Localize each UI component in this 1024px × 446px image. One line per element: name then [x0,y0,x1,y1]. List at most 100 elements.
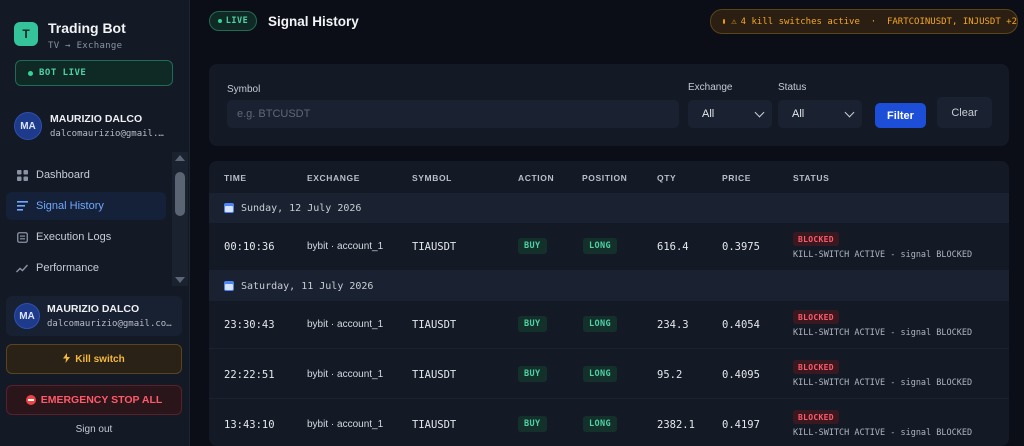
sidebar-item-signal-history[interactable]: Signal History [6,192,166,220]
column-header-exchange[interactable]: EXCHANGE [307,173,360,183]
exchange-select[interactable]: All [688,100,772,128]
symbol-input[interactable] [227,100,679,128]
cell-symbol: TIAUSDT [412,419,457,431]
user-profile[interactable]: MA MAURIZIO DALCO dalcomaurizio@gmail.… [14,112,164,140]
cell-qty: 234.3 [657,319,689,331]
status-badge: BLOCKED [793,360,839,374]
brand: T Trading Bot TV → Exchange [14,20,126,51]
column-header-position[interactable]: POSITION [582,173,628,183]
trend-icon [16,262,28,274]
chevron-down-icon [754,107,765,118]
sidebar-item-dashboard[interactable]: Dashboard [6,161,166,189]
action-badge: BUY [518,316,547,332]
user-card[interactable]: MA MAURIZIO DALCO dalcomaurizio@gmail.co… [6,296,182,336]
column-header-price[interactable]: PRICE [722,173,751,183]
alert-dot-icon [723,19,726,24]
position-badge: LONG [583,238,618,254]
scroll-down-icon[interactable] [175,277,185,283]
table-header: TIME EXCHANGE SYMBOL ACTION POSITION QTY… [209,161,1009,195]
day-label: Sunday, 12 July 2026 [241,202,362,214]
cell-qty: 95.2 [657,369,683,381]
sidebar-item-label: Signal History [36,200,104,212]
scrollbar-thumb[interactable] [175,172,185,216]
clear-button[interactable]: Clear [937,97,992,128]
cell-qty: 616.4 [657,241,689,253]
kill-switch-alert[interactable]: ⚠ 4 kill switches active · FARTCOINUSDT,… [710,9,1018,34]
status-select[interactable]: All [778,100,862,128]
sidebar-nav: Dashboard Signal History Execution Logs … [6,161,166,285]
list-icon [16,200,28,212]
bot-status-label: BOT LIVE [39,68,87,78]
grid-icon [16,169,28,181]
status-dot-icon [28,70,33,76]
column-header-status[interactable]: STATUS [793,173,830,183]
user-email: dalcomaurizio@gmail.… [50,129,164,139]
cell-qty: 2382.1 [657,419,695,431]
sidebar-item-label: Dashboard [36,169,90,181]
scroll-up-icon[interactable] [175,155,185,161]
bot-status-badge: BOT LIVE [15,60,173,86]
kill-switch-button[interactable]: Kill switch [6,344,182,374]
sidebar-item-label: Execution Logs [36,231,112,243]
cell-exchange: bybit · account_1 [307,369,384,380]
brand-title: Trading Bot [48,20,126,36]
status-reason: KILL-SWITCH ACTIVE - signal BLOCKED [793,428,973,438]
cell-time: 13:43:10 [224,419,275,431]
column-header-qty[interactable]: QTY [657,173,677,183]
cell-time: 23:30:43 [224,319,275,331]
kill-switch-label: Kill switch [75,353,125,365]
sidebar-item-performance[interactable]: Performance [6,254,166,282]
sidebar-item-execution-logs[interactable]: Execution Logs [6,223,166,251]
filter-button[interactable]: Filter [875,103,926,128]
sidebar-item-label: Performance [36,262,99,274]
exchange-select-value: All [702,108,715,120]
cell-exchange: bybit · account_1 [307,319,384,330]
position-badge: LONG [583,316,618,332]
action-badge: BUY [518,366,547,382]
column-header-time[interactable]: TIME [224,173,247,183]
cell-symbol: TIAUSDT [412,369,457,381]
cell-price: 0.4095 [722,369,760,381]
kill-switch-alert-text: 4 kill switches active · FARTCOINUSDT, I… [740,16,1017,27]
symbol-label: Symbol [227,84,261,95]
status-badge: BLOCKED [793,310,839,324]
column-header-action[interactable]: ACTION [518,173,555,183]
emergency-stop-button[interactable]: EMERGENCY STOP ALL [6,385,182,415]
cell-time: 22:22:51 [224,369,275,381]
user-card-name: MAURIZIO DALCO [47,303,140,315]
live-label: LIVE [225,16,249,26]
user-card-email: dalcomaurizio@gmail.co… [47,319,172,329]
document-icon [16,231,28,243]
brand-logo: T [14,22,38,46]
table-row[interactable]: 23:30:43 bybit · account_1 TIAUSDT BUY L… [209,301,1009,349]
stop-icon [25,395,36,405]
status-badge: BLOCKED [793,232,839,246]
action-badge: BUY [518,238,547,254]
table-row[interactable]: 13:43:10 bybit · account_1 TIAUSDT BUY L… [209,401,1009,446]
status-reason: KILL-SWITCH ACTIVE - signal BLOCKED [793,250,973,260]
table-row[interactable]: 22:22:51 bybit · account_1 TIAUSDT BUY L… [209,351,1009,399]
cell-symbol: TIAUSDT [412,241,457,253]
day-label: Saturday, 11 July 2026 [241,280,374,292]
day-group-header: Saturday, 11 July 2026 [209,271,1009,301]
status-reason: KILL-SWITCH ACTIVE - signal BLOCKED [793,328,973,338]
cell-price: 0.4197 [722,419,760,431]
live-dot-icon [217,19,222,23]
user-name: MAURIZIO DALCO [50,113,143,125]
column-header-symbol[interactable]: SYMBOL [412,173,452,183]
cell-exchange: bybit · account_1 [307,419,384,430]
status-badge: BLOCKED [793,410,839,424]
sign-out-link[interactable]: Sign out [75,424,113,435]
avatar: MA [14,112,42,140]
position-badge: LONG [583,416,618,432]
brand-subtitle: TV → Exchange [48,41,123,51]
live-badge: LIVE [209,11,257,31]
sidebar-scrollbar[interactable] [172,152,188,286]
cell-symbol: TIAUSDT [412,319,457,331]
action-badge: BUY [518,416,547,432]
filter-panel: Symbol Exchange All Status All Filter Cl… [209,64,1009,146]
calendar-icon [224,281,234,291]
chevron-down-icon [844,107,855,118]
warning-icon: ⚠ [731,16,737,27]
table-row[interactable]: 00:10:36 bybit · account_1 TIAUSDT BUY L… [209,223,1009,271]
